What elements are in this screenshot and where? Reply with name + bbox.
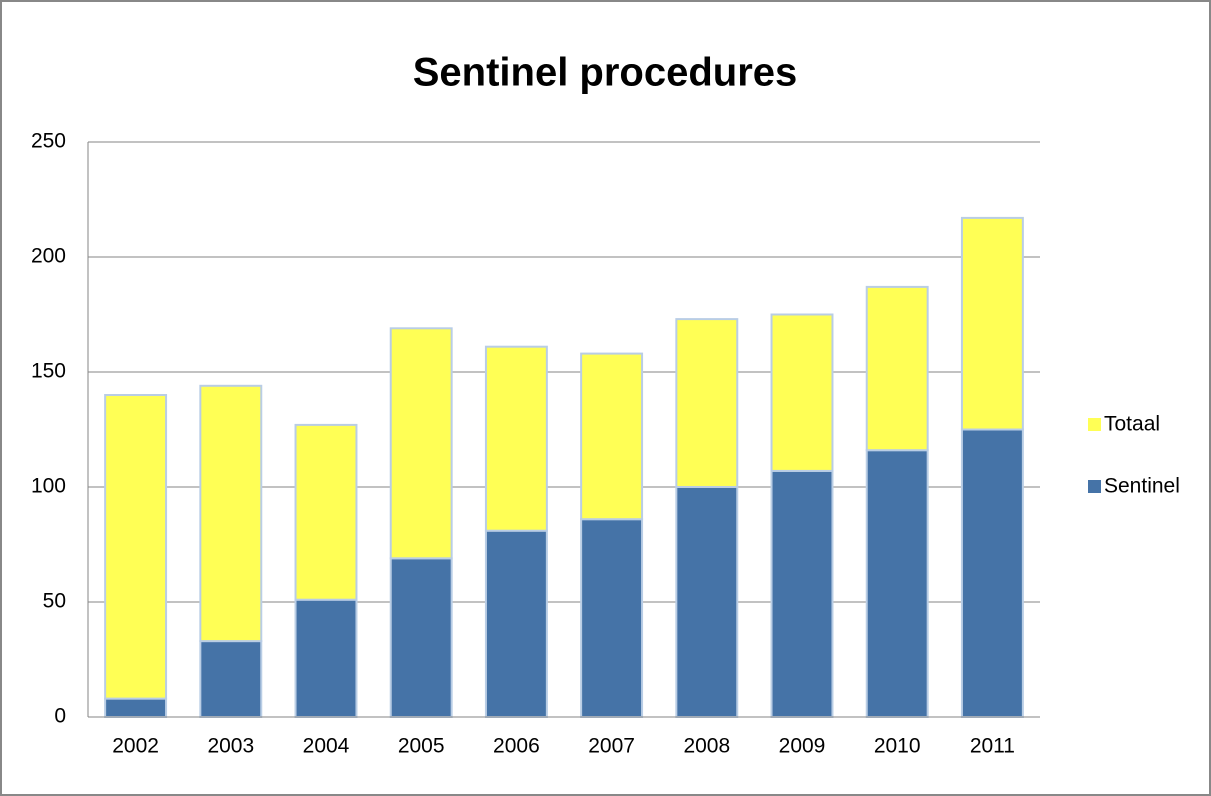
bar-segment [389, 327, 453, 560]
bar-segment [389, 557, 453, 718]
x-tick-label: 2010 [874, 735, 921, 758]
bar-segment [960, 428, 1024, 718]
y-tick-label: 50 [43, 590, 66, 613]
bar-segment [770, 469, 834, 718]
x-tick-label: 2002 [112, 735, 159, 758]
x-tick-label: 2004 [303, 735, 350, 758]
x-tick-label: 2007 [588, 735, 635, 758]
bar-segment [199, 640, 263, 718]
bar-segment [675, 318, 739, 488]
x-tick-label: 2009 [779, 735, 826, 758]
x-tick-label: 2008 [683, 735, 730, 758]
y-tick-label: 0 [54, 705, 66, 728]
bar-segment [865, 285, 929, 452]
bar-segment [580, 518, 644, 719]
x-tick-label: 2005 [398, 735, 445, 758]
x-tick-label: 2006 [493, 735, 540, 758]
legend-swatch [1088, 418, 1101, 431]
bar-segment [294, 598, 358, 719]
bar-segment [104, 697, 168, 718]
chart-title: Sentinel procedures [413, 51, 798, 95]
bar-segment [484, 529, 548, 719]
y-tick-label: 150 [31, 360, 66, 383]
legend-swatch [1088, 480, 1101, 493]
bar-segment [104, 394, 168, 700]
bar-segment [199, 384, 263, 643]
bar-segment [960, 216, 1024, 431]
bar-segment [865, 449, 929, 718]
y-tick-label: 250 [31, 130, 66, 153]
bar-segment [770, 313, 834, 472]
bar-segment [484, 345, 548, 532]
bar-segment [675, 486, 739, 718]
legend-label: Totaal [1104, 413, 1160, 436]
x-tick-label: 2011 [970, 735, 1015, 758]
y-tick-label: 100 [31, 475, 66, 498]
bar-segment [294, 423, 358, 601]
legend-label: Sentinel [1104, 475, 1180, 498]
x-tick-label: 2003 [207, 735, 254, 758]
bar-segment [580, 352, 644, 521]
y-tick-label: 200 [31, 245, 66, 268]
